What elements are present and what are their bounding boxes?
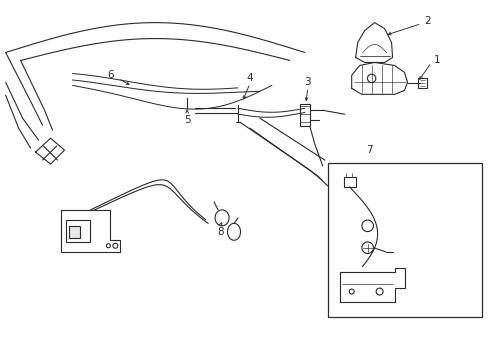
Text: 3: 3 <box>304 77 311 87</box>
Text: 8: 8 <box>217 227 223 237</box>
Text: 5: 5 <box>184 115 191 125</box>
Bar <box>417 78 427 88</box>
Bar <box>300 104 310 126</box>
Text: 6: 6 <box>107 71 114 80</box>
Text: 2: 2 <box>424 15 431 26</box>
Bar <box>69 226 80 238</box>
Text: 7: 7 <box>367 145 373 155</box>
Bar <box>343 177 356 187</box>
Bar <box>328 163 482 318</box>
Text: 4: 4 <box>246 73 253 84</box>
Text: 1: 1 <box>434 55 441 66</box>
Bar <box>66 220 91 242</box>
